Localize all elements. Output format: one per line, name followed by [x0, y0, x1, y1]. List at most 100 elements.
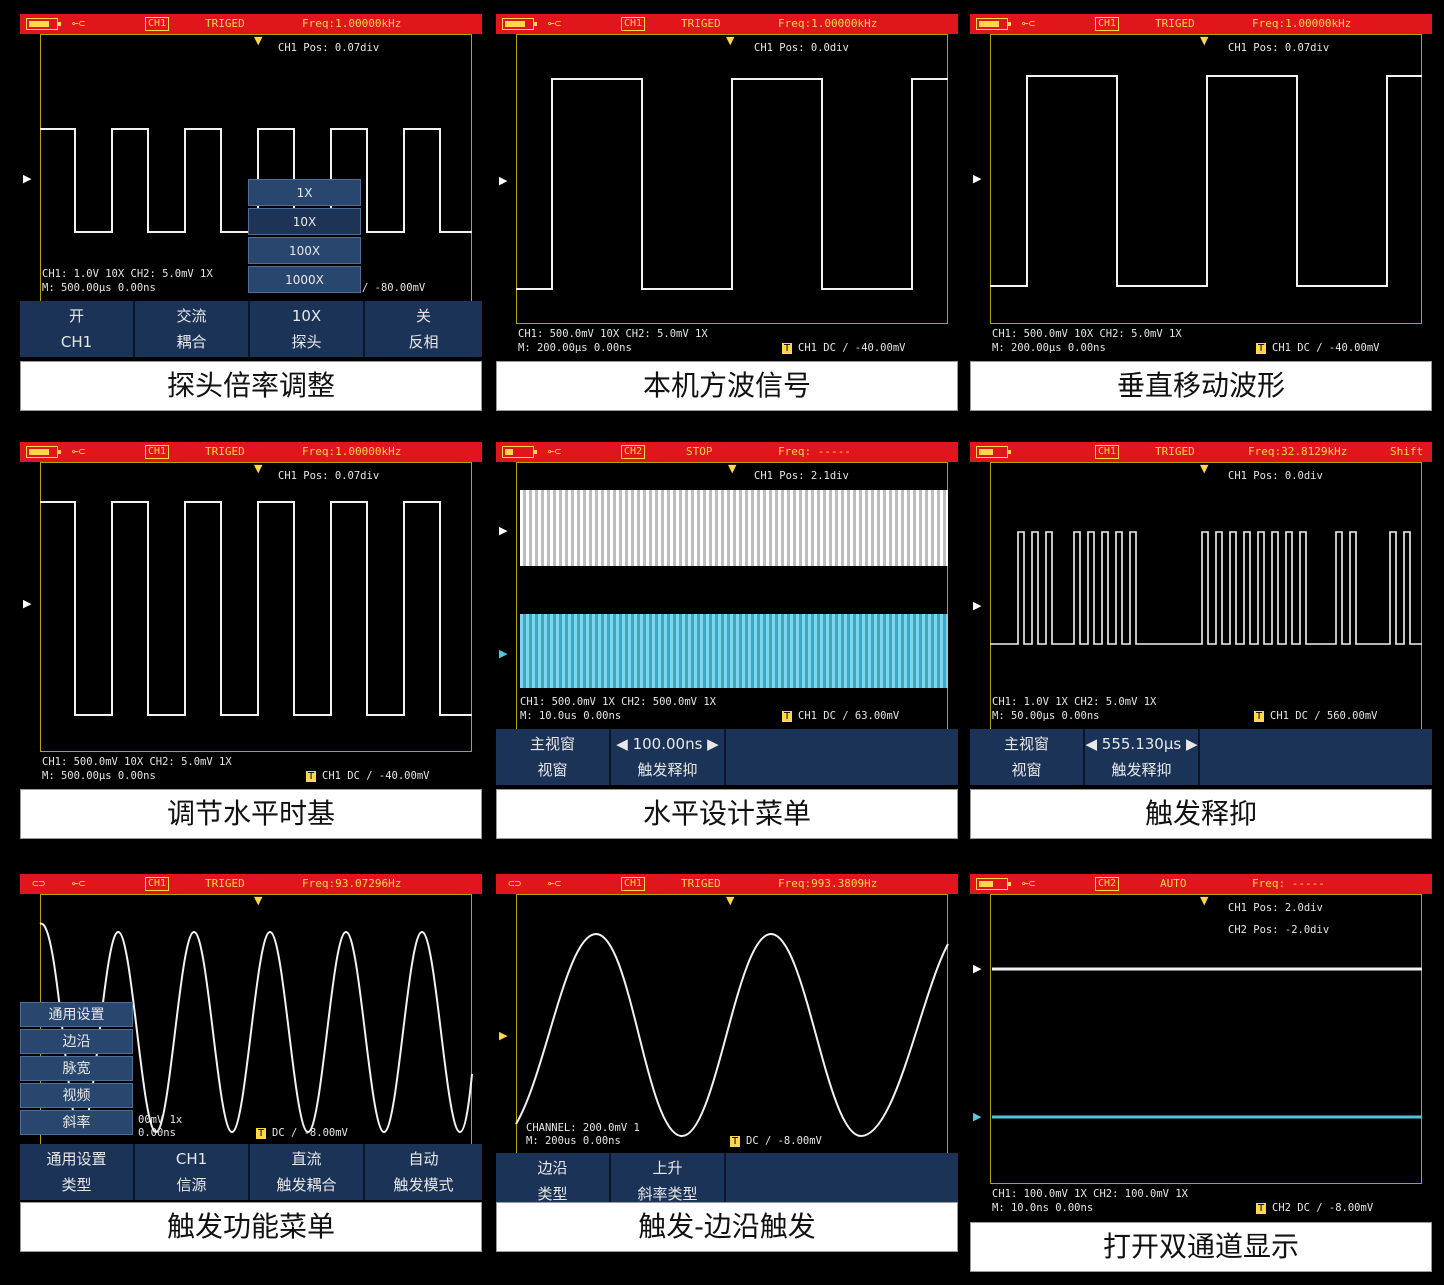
trigger-type-slope[interactable]: 斜率 — [20, 1110, 133, 1135]
trigger-position-icon: ▼ — [728, 462, 737, 475]
trigger-status: TRIGED — [205, 877, 245, 890]
menu-ch1-button[interactable]: 开 CH1 — [20, 301, 135, 357]
battery-icon: ⊂⊃ — [32, 877, 46, 890]
probe-option-10x[interactable]: 10X — [248, 208, 361, 235]
battery-icon — [502, 446, 537, 458]
menu-holdoff-button[interactable]: ◀ 100.00ns ▶ 触发释抑 — [611, 729, 726, 785]
battery-icon — [26, 18, 61, 30]
trigger-icon: T — [782, 343, 793, 354]
probe-option-100x[interactable]: 100X — [248, 237, 361, 264]
ch1-level-marker-icon: ▶ — [23, 172, 32, 185]
timebase-info: M: 200.00μs 0.00ns — [992, 342, 1106, 354]
waveform-trace — [516, 78, 948, 290]
trigger-info: CH1 DC / -40.00mV — [798, 342, 906, 354]
usb-icon: ⟜⊂ — [72, 17, 86, 30]
timebase-info: M: 500.00μs 0.00ns — [42, 770, 156, 782]
battery-icon: ⊂⊃ — [508, 877, 522, 890]
panel-caption: 触发释抑 — [970, 789, 1432, 839]
panel-caption: 触发功能菜单 — [20, 1202, 482, 1252]
usb-icon: ⟜⊂ — [548, 877, 562, 890]
trigger-icon: T — [1256, 343, 1267, 354]
scope-status-bar: ⟜⊂ CH1 TRIGED Freq:1.00000kHz — [496, 14, 958, 34]
channel-scale-info: CHANNEL: 200.0mV 1 — [526, 1122, 640, 1134]
panel-edge-trigger: ⊂⊃ ⟜⊂ CH1 TRIGED Freq:993.3809Hz ▼ ▶ CHA… — [496, 874, 958, 1274]
trigger-position-icon: ▼ — [726, 894, 735, 907]
ch2-level-marker-icon: ▶ — [973, 1110, 982, 1123]
ch1-level-marker-icon: ▶ — [973, 599, 982, 612]
frequency-readout: Freq:32.8129kHz — [1248, 445, 1348, 458]
waveform-trace — [992, 967, 1422, 1119]
battery-icon — [976, 18, 1011, 30]
waveform-trace — [40, 501, 472, 716]
menu-window-button[interactable]: 主视窗 视窗 — [496, 729, 611, 785]
probe-option-1x[interactable]: 1X — [248, 179, 361, 206]
scope-status-bar: ⟜⊂ CH1 TRIGED Freq:1.00000kHz — [20, 14, 482, 34]
trigger-info: CH1 DC / 63.00mV — [798, 710, 900, 722]
frequency-readout: Freq:1.00000kHz — [1252, 17, 1352, 30]
timebase-info: M: 200us 0.00ns — [526, 1135, 621, 1147]
panel-caption: 水平设计菜单 — [496, 789, 958, 839]
scope-screen: ⟜⊂ CH1 TRIGED Freq:1.00000kHz ▼ CH1 Pos:… — [20, 442, 482, 787]
trigger-position-icon: ▼ — [254, 462, 263, 475]
usb-icon: ⟜⊂ — [548, 17, 562, 30]
panel-trigger-menu: ⊂⊃ ⟜⊂ CH1 TRIGED Freq:93.07296Hz ▼ 通用设置 … — [20, 874, 482, 1274]
panel-dual-channel: ⟜⊂ CH2 AUTO Freq: ----- ▼ CH1 Pos: 2.0di… — [970, 874, 1432, 1274]
channel-tag: CH1 — [621, 877, 646, 891]
timebase-info: M: 500.00μs 0.00ns — [42, 282, 156, 294]
waveform-trace — [990, 531, 1422, 645]
ch1-level-marker-icon: ▶ — [973, 962, 982, 975]
channel-tag: CH2 — [1095, 877, 1120, 891]
softkey-menu: 边沿 类型 上升 斜率类型 — [496, 1153, 958, 1209]
trigger-type-video[interactable]: 视频 — [20, 1083, 133, 1108]
usb-icon: ⟜⊂ — [548, 445, 562, 458]
trigger-info: CH1 DC / -40.00mV — [322, 770, 430, 782]
panel-caption: 探头倍率调整 — [20, 361, 482, 411]
trigger-status: TRIGED — [681, 877, 721, 890]
trigger-position-icon: ▼ — [1200, 894, 1209, 907]
menu-slope-button[interactable]: 上升 斜率类型 — [611, 1153, 726, 1209]
trigger-type-general[interactable]: 通用设置 — [20, 1002, 133, 1027]
timebase-info: M: 10.0us 0.00ns — [520, 710, 622, 722]
trigger-status: TRIGED — [205, 445, 245, 458]
menu-invert-button[interactable]: 关反相 — [408, 307, 439, 351]
trigger-position-icon: ▼ — [254, 894, 263, 907]
battery-icon — [26, 446, 61, 458]
channel-position: CH1 Pos: 0.07div — [1228, 42, 1330, 54]
panel-builtin-square: ⟜⊂ CH1 TRIGED Freq:1.00000kHz ▼ CH1 Pos:… — [496, 14, 958, 414]
menu-trigger-mode-button[interactable]: 自动 触发模式 — [393, 1150, 454, 1194]
menu-type-button[interactable]: 边沿 类型 — [496, 1153, 611, 1209]
trigger-status: AUTO — [1160, 877, 1187, 890]
trigger-position-icon: ▼ — [726, 34, 735, 47]
channel-scale-info: CH1: 500.0mV 10X CH2: 5.0mV 1X — [42, 756, 232, 768]
softkey-menu: 主视窗 视窗 ◀ 555.130μs ▶ 触发释抑 — [970, 729, 1432, 785]
menu-probe-button[interactable]: 10X 探头 — [250, 301, 365, 357]
menu-source-button[interactable]: CH1 信源 — [135, 1144, 250, 1200]
menu-holdoff-button[interactable]: ◀ 555.130μs ▶ 触发释抑 — [1085, 729, 1200, 785]
graticule — [516, 34, 948, 324]
probe-option-1000x[interactable]: 1000X — [248, 266, 361, 293]
scope-screen: ⟜⊂ CH1 TRIGED Freq:1.00000kHz ▼ CH1 Pos:… — [970, 14, 1432, 359]
trigger-type-pulse[interactable]: 脉宽 — [20, 1056, 133, 1081]
scope-screen: ⟜⊂ CH1 TRIGED Freq:1.00000kHz ▼ CH1 Pos:… — [20, 14, 482, 359]
menu-coupling-button[interactable]: 交流 耦合 — [135, 301, 250, 357]
menu-type-button[interactable]: 通用设置 类型 — [20, 1144, 135, 1200]
panel-caption: 调节水平时基 — [20, 789, 482, 839]
usb-icon: ⟜⊂ — [1022, 877, 1036, 890]
softkey-menu: 主视窗 视窗 ◀ 100.00ns ▶ 触发释抑 — [496, 729, 958, 785]
trigger-info: DC / -8.00mV — [272, 1127, 348, 1139]
ch1-level-marker-icon: ▶ — [499, 174, 508, 187]
usb-icon: ⟜⊂ — [72, 877, 86, 890]
channel-scale-info: CH1: 100.0mV 1X CH2: 100.0mV 1X — [992, 1188, 1188, 1200]
menu-trigger-coupling-button[interactable]: 直流 触发耦合 — [250, 1144, 365, 1200]
ch1-level-marker-icon: ▶ — [973, 172, 982, 185]
channel-tag: CH1 — [1095, 445, 1120, 459]
menu-window-button[interactable]: 主视窗 视窗 — [970, 729, 1085, 785]
waveform-trace — [520, 490, 948, 688]
panel-horizontal-menu: ⟜⊂ CH2 STOP Freq: ----- ▼ CH1 Pos: 2.1di… — [496, 442, 958, 842]
trigger-info: / -80.00mV — [362, 282, 426, 294]
usb-icon: ⟜⊂ — [72, 445, 86, 458]
graticule — [990, 34, 1422, 324]
scope-status-bar: ⟜⊂ CH2 AUTO Freq: ----- — [970, 874, 1432, 894]
trigger-type-edge[interactable]: 边沿 — [20, 1029, 133, 1054]
graticule — [990, 894, 1422, 1184]
